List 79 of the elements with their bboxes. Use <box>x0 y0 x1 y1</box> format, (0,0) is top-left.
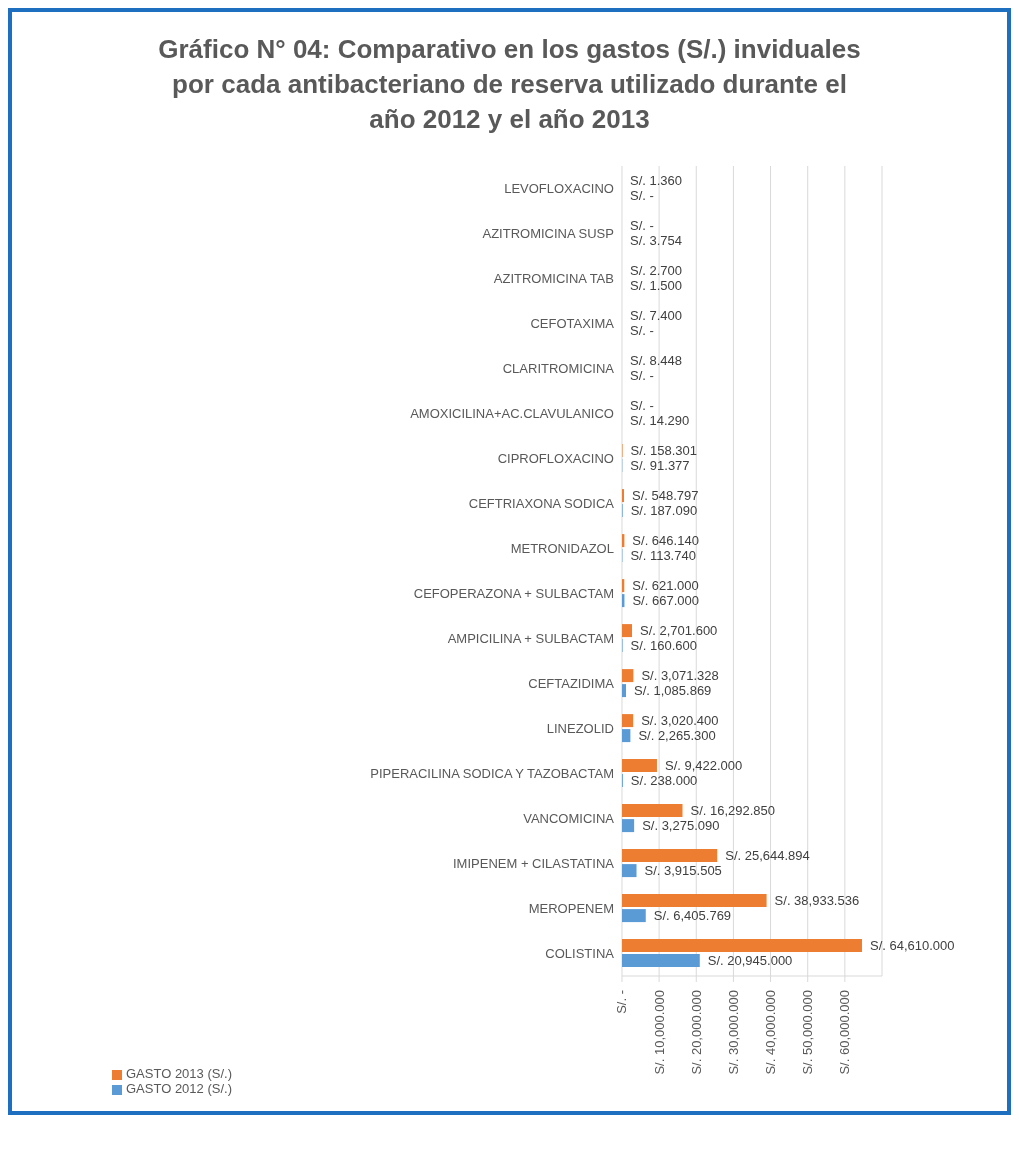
data-label: S/. 64,610.000 <box>869 938 955 954</box>
data-label: S/. - <box>629 218 654 234</box>
data-label: S/. 3,915.505 <box>644 863 722 879</box>
data-label: S/. - <box>629 398 654 414</box>
data-label: S/. 158.301 <box>630 443 698 459</box>
data-label: S/. 9,422.000 <box>664 758 743 774</box>
data-label: S/. 7.400 <box>630 308 683 324</box>
data-label: S/. 16,292.850 <box>690 803 776 819</box>
bar <box>621 864 637 878</box>
legend-label: GASTO 2013 (S/.) <box>126 1066 232 1082</box>
data-label: S/. 3,071.328 <box>641 668 719 684</box>
data-label: S/. 548.797 <box>632 488 699 504</box>
data-label: S/. 6,405.769 <box>653 908 732 924</box>
bar <box>621 804 683 818</box>
y-tick-label: CEFOPERAZONA + SULBACTAM <box>413 586 614 602</box>
x-tick-label: S/. - <box>614 990 630 1015</box>
bar <box>621 849 718 863</box>
data-label: S/. 160.600 <box>630 638 698 654</box>
y-tick-label: VANCOMICINA <box>523 811 615 827</box>
x-tick-label: S/. 60,000.000 <box>837 990 853 1075</box>
data-label: S/. 621.000 <box>632 578 699 594</box>
y-tick-label: AMOXICILINA+AC.CLAVULANICO <box>410 406 614 422</box>
bar <box>621 714 634 728</box>
y-tick-label: AMPICILINA + SULBACTAM <box>447 631 614 647</box>
data-label: S/. 20,945.000 <box>707 953 793 969</box>
y-tick-label: AZITROMICINA SUSP <box>482 226 614 242</box>
y-tick-label: CEFTAZIDIMA <box>528 676 615 692</box>
data-label: S/. - <box>629 323 654 339</box>
bar <box>621 909 646 923</box>
data-label: S/. 3,275.090 <box>642 818 720 834</box>
data-label: S/. 2,265.300 <box>638 728 716 744</box>
legend-label: GASTO 2012 (S/.) <box>126 1081 232 1097</box>
data-label: S/. 8.448 <box>630 353 683 369</box>
y-tick-label: MEROPENEM <box>528 901 614 917</box>
y-tick-label: LEVOFLOXACINO <box>504 181 614 197</box>
x-tick-label: S/. 50,000.000 <box>800 990 816 1075</box>
bar <box>621 624 632 638</box>
x-tick-label: S/. 30,000.000 <box>725 990 741 1075</box>
data-label: S/. 38,933.536 <box>774 893 860 909</box>
bar <box>621 819 635 833</box>
data-label: S/. 2.700 <box>629 263 683 279</box>
x-tick-label: S/. 20,000.000 <box>688 990 704 1075</box>
data-label: S/. 187.090 <box>630 503 698 519</box>
bar <box>621 669 634 683</box>
bar <box>621 759 657 773</box>
bar <box>621 684 626 698</box>
y-tick-label: AZITROMICINA TAB <box>493 271 614 287</box>
bar <box>621 939 862 953</box>
y-tick-label: CLARITROMICINA <box>502 361 615 377</box>
data-label: S/. 1.500 <box>629 278 683 294</box>
chart-title: Gráfico N° 04: Comparativo en los gastos (S/.) inviduales por cada antibacteriano de reserva utilizado durante el año 2012 y el año 2013 <box>157 33 862 137</box>
bar <box>621 489 625 503</box>
data-label: S/. - <box>629 188 654 204</box>
data-label: S/. 91.377 <box>630 458 690 474</box>
data-label: S/. 667.000 <box>632 593 699 609</box>
data-label: S/. 1,085.869 <box>634 683 712 699</box>
data-label: S/. 3,020.400 <box>641 713 719 729</box>
data-label: S/. - <box>629 368 654 384</box>
y-tick-label: IMIPENEM + CILASTATINA <box>453 856 615 872</box>
bar <box>621 729 631 743</box>
data-label: S/. 646.140 <box>632 533 699 549</box>
y-tick-label: CIPROFLOXACINO <box>497 451 614 467</box>
data-label: S/. 14.290 <box>630 413 690 429</box>
data-label: S/. 2,701.600 <box>640 623 718 639</box>
bar <box>621 894 767 908</box>
y-tick-label: METRONIDAZOL <box>510 541 614 557</box>
y-tick-label: COLISTINA <box>545 946 615 962</box>
data-label: S/. 238.000 <box>630 773 698 789</box>
y-tick-label: CEFTRIAXONA SODICA <box>468 496 615 512</box>
data-label: S/. 25,644.894 <box>725 848 810 864</box>
y-tick-label: PIPERACILINA SODICA Y TAZOBACTAM <box>370 766 614 782</box>
data-label: S/. 3.754 <box>629 233 683 249</box>
x-tick-label: S/. 40,000.000 <box>763 990 779 1075</box>
y-tick-label: CEFOTAXIMA <box>530 316 615 332</box>
x-tick-label: S/. 10,000.000 <box>651 990 667 1075</box>
y-tick-label: LINEZOLID <box>546 721 614 737</box>
data-label: S/. 1.360 <box>629 173 683 189</box>
data-label: S/. 113.740 <box>630 548 696 564</box>
bar <box>621 954 700 968</box>
